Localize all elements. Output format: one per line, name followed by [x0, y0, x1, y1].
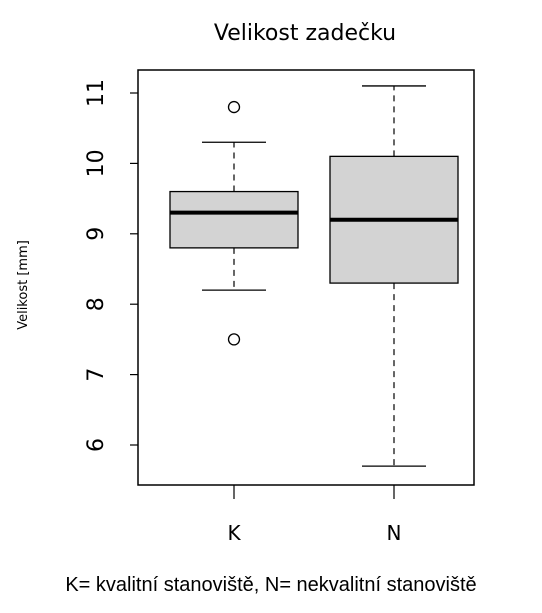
y-tick-label: 10	[84, 149, 109, 177]
plot-area: 6 7 8 9 10 11 K N	[84, 69, 475, 545]
x-tick-label: N	[387, 521, 402, 545]
outlier-point	[227, 333, 241, 346]
chart-title: Velikost zadečku	[214, 21, 396, 46]
y-tick-label: 11	[84, 79, 109, 107]
y-tick-label: 9	[84, 227, 109, 241]
x-tick-label: K	[227, 521, 241, 545]
chart-caption: K= kvalitní stanoviště, N= nekvalitní st…	[65, 574, 477, 596]
y-tick-label: 7	[84, 368, 109, 382]
y-tick-label: 6	[84, 438, 109, 452]
outlier-point	[227, 100, 241, 114]
y-tick-label: 8	[84, 297, 109, 311]
y-axis-label: Velikost [mm]	[16, 240, 31, 330]
box-K	[169, 190, 299, 249]
plot-frame	[137, 69, 475, 486]
